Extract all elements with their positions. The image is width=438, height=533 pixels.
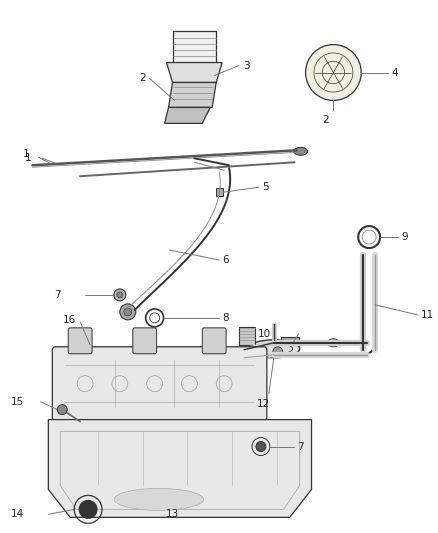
Polygon shape: [166, 62, 222, 83]
Text: 16: 16: [63, 315, 77, 325]
Circle shape: [273, 347, 283, 357]
Polygon shape: [48, 419, 311, 518]
Text: 14: 14: [11, 510, 25, 519]
Polygon shape: [165, 108, 210, 123]
FancyBboxPatch shape: [68, 328, 92, 354]
Text: 8: 8: [222, 313, 229, 323]
Circle shape: [114, 289, 126, 301]
Text: 3: 3: [243, 61, 250, 70]
Polygon shape: [169, 83, 216, 108]
Text: 12: 12: [257, 399, 271, 409]
FancyBboxPatch shape: [52, 347, 267, 421]
FancyBboxPatch shape: [133, 328, 157, 354]
FancyBboxPatch shape: [281, 337, 299, 347]
Ellipse shape: [114, 488, 204, 511]
Text: 6: 6: [222, 255, 229, 265]
FancyBboxPatch shape: [239, 327, 255, 345]
Ellipse shape: [328, 339, 339, 347]
Text: 10: 10: [258, 329, 271, 339]
Circle shape: [57, 405, 67, 415]
Circle shape: [79, 500, 97, 518]
Circle shape: [120, 304, 136, 320]
Circle shape: [306, 45, 361, 100]
Ellipse shape: [293, 147, 307, 155]
Text: 5: 5: [262, 182, 268, 192]
Text: 7: 7: [54, 290, 60, 300]
Text: 1: 1: [22, 149, 29, 159]
Text: 2: 2: [322, 115, 329, 125]
Text: 1: 1: [25, 154, 31, 163]
Circle shape: [256, 441, 266, 451]
FancyBboxPatch shape: [173, 30, 216, 62]
Text: 2: 2: [140, 74, 146, 84]
Ellipse shape: [248, 340, 300, 358]
FancyBboxPatch shape: [216, 188, 223, 196]
Text: 7: 7: [297, 441, 303, 451]
Text: 9: 9: [401, 232, 407, 242]
Text: 11: 11: [421, 310, 434, 320]
Text: 15: 15: [11, 397, 25, 407]
Circle shape: [117, 292, 123, 298]
Circle shape: [124, 308, 132, 316]
Text: 4: 4: [391, 68, 398, 77]
FancyBboxPatch shape: [202, 328, 226, 354]
Text: 13: 13: [166, 510, 179, 519]
